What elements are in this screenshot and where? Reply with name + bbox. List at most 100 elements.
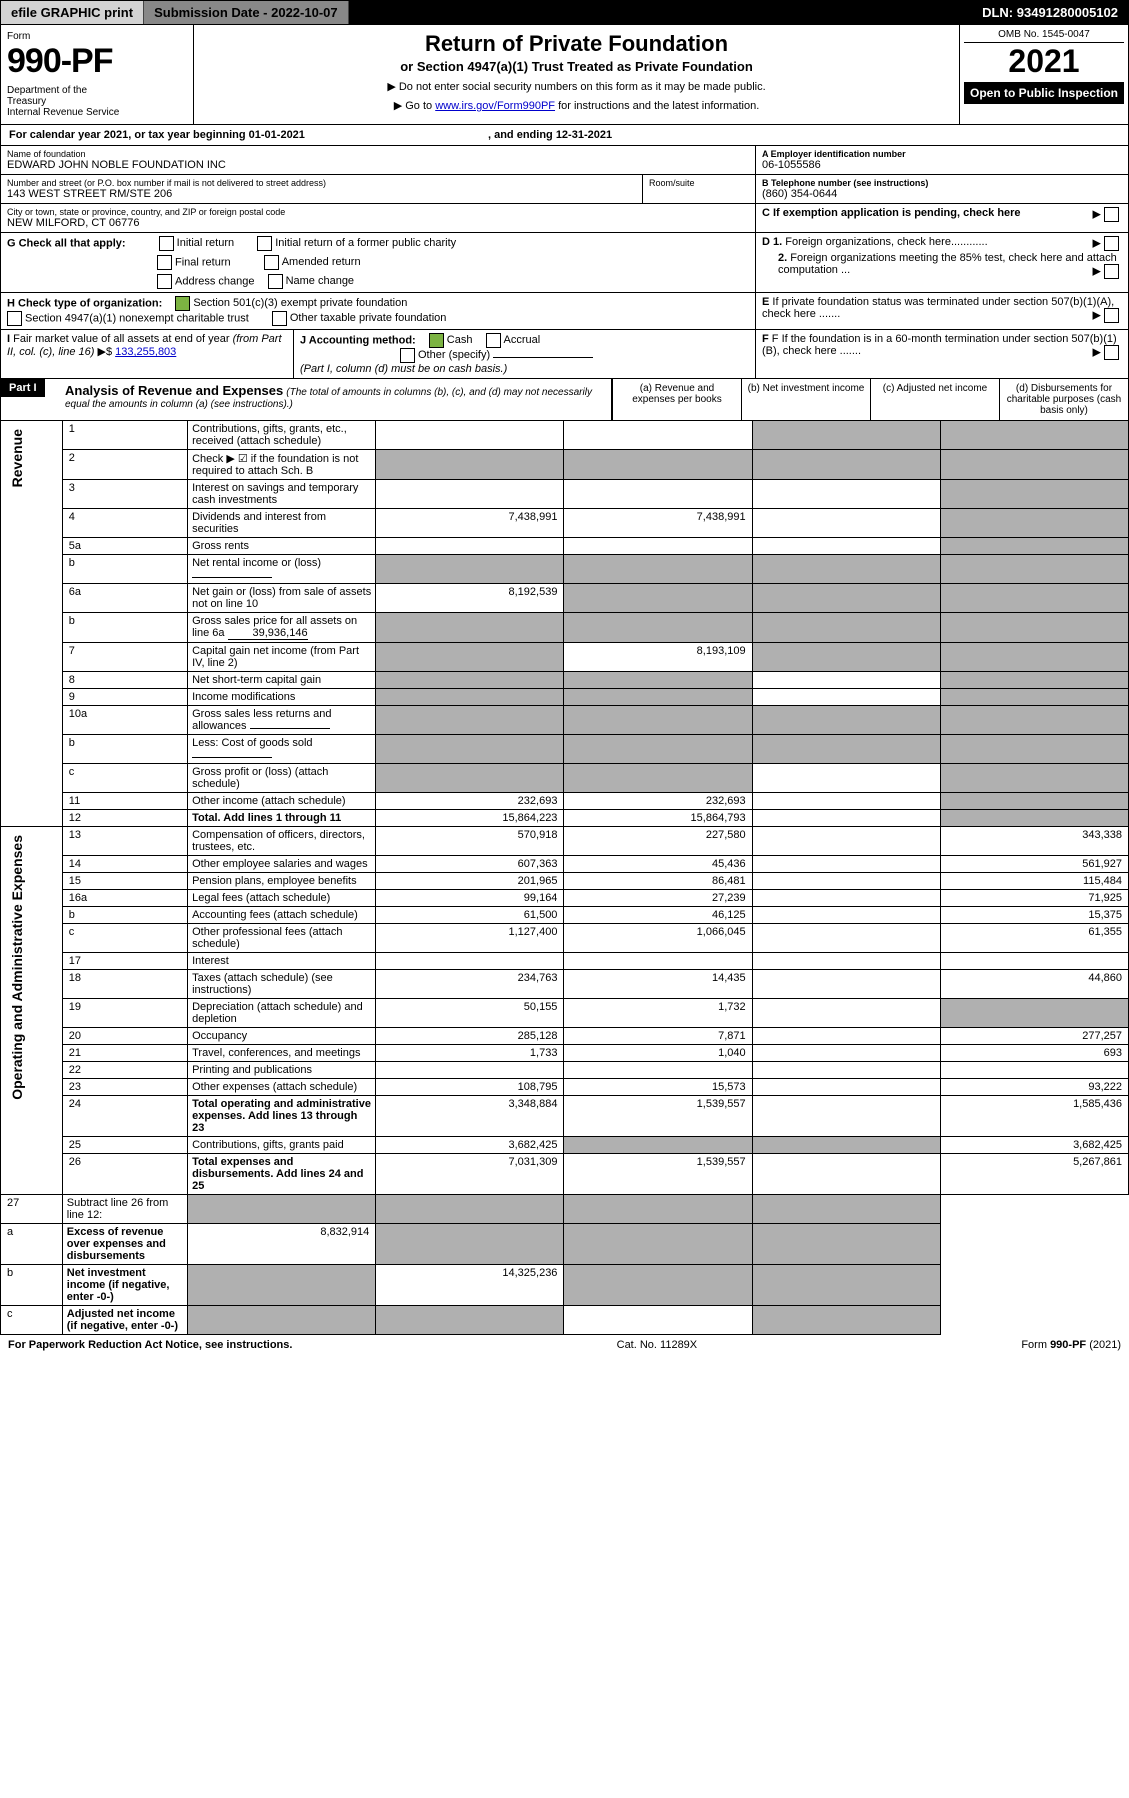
table-row: Operating and Administrative Expenses13C…	[1, 827, 1129, 856]
instruction-1: ▶ Do not enter social security numbers o…	[204, 80, 949, 93]
form-id-block: Form 990-PF Department of theTreasuryInt…	[1, 25, 194, 124]
col-b-header: (b) Net investment income	[741, 379, 870, 420]
form-header: Form 990-PF Department of theTreasuryInt…	[0, 25, 1129, 125]
table-row: 25Contributions, gifts, grants paid3,682…	[1, 1137, 1129, 1154]
table-row: cGross profit or (loss) (attach schedule…	[1, 764, 1129, 793]
checkbox-cash[interactable]	[429, 333, 444, 348]
department: Department of theTreasuryInternal Revenu…	[7, 85, 187, 118]
table-row: Revenue1Contributions, gifts, grants, et…	[1, 421, 1129, 450]
street: 143 WEST STREET RM/STE 206	[7, 188, 636, 200]
checkbox-initial[interactable]	[159, 236, 174, 251]
checkbox-name[interactable]	[268, 274, 283, 289]
name-ein-row: Name of foundation EDWARD JOHN NOBLE FOU…	[0, 146, 1129, 175]
col-d-header: (d) Disbursements for charitable purpose…	[999, 379, 1128, 420]
efile-label: efile GRAPHIC print	[1, 1, 144, 24]
checkbox-4947[interactable]	[7, 311, 22, 326]
c-cell: C If exemption application is pending, c…	[756, 204, 1128, 232]
form-title-block: Return of Private Foundation or Section …	[194, 25, 960, 124]
form-number: 990-PF	[7, 42, 187, 81]
fmv-value[interactable]: 133,255,803	[115, 346, 176, 358]
table-row: 4Dividends and interest from securities7…	[1, 509, 1129, 538]
checkbox-other-taxable[interactable]	[272, 311, 287, 326]
col-a-header: (a) Revenue and expenses per books	[612, 379, 741, 420]
form-title: Return of Private Foundation	[204, 31, 949, 57]
checkbox-accrual[interactable]	[486, 333, 501, 348]
table-row: bNet rental income or (loss)	[1, 555, 1129, 584]
part-1-desc: Analysis of Revenue and Expenses (The to…	[57, 379, 612, 420]
city: NEW MILFORD, CT 06776	[7, 217, 749, 229]
footer-right: Form 990-PF (2021)	[1021, 1339, 1121, 1351]
checkbox-d1[interactable]	[1104, 236, 1119, 251]
g-cell: G Check all that apply: Initial return I…	[1, 233, 756, 292]
table-row: 17Interest	[1, 953, 1129, 970]
f-cell: F F If the foundation is in a 60-month t…	[756, 330, 1128, 378]
table-row: 23Other expenses (attach schedule)108,79…	[1, 1079, 1129, 1096]
table-row: 5aGross rents	[1, 538, 1129, 555]
h-e-row: H Check type of organization: Section 50…	[0, 293, 1129, 330]
page-footer: For Paperwork Reduction Act Notice, see …	[0, 1335, 1129, 1355]
checkbox-501c3[interactable]	[175, 296, 190, 311]
table-row: 7Capital gain net income (from Part IV, …	[1, 643, 1129, 672]
checkbox-f[interactable]	[1104, 345, 1119, 360]
checkbox-e[interactable]	[1104, 308, 1119, 323]
table-row: 14Other employee salaries and wages607,3…	[1, 856, 1129, 873]
table-row: 9Income modifications	[1, 689, 1129, 706]
irs-link[interactable]: www.irs.gov/Form990PF	[435, 100, 555, 112]
checkbox-address[interactable]	[157, 274, 172, 289]
room-cell: Room/suite	[643, 175, 756, 203]
j-cell: J Accounting method: Cash Accrual Other …	[294, 330, 756, 378]
form-subtitle: or Section 4947(a)(1) Trust Treated as P…	[204, 59, 949, 74]
table-row: 21Travel, conferences, and meetings1,733…	[1, 1045, 1129, 1062]
table-row: 6aNet gain or (loss) from sale of assets…	[1, 584, 1129, 613]
form-label: Form	[7, 31, 187, 42]
table-row: bNet investment income (if negative, ent…	[1, 1265, 1129, 1306]
year-block: OMB No. 1545-0047 2021 Open to Public In…	[960, 25, 1128, 124]
instruction-2: ▶ Go to www.irs.gov/Form990PF for instru…	[204, 99, 949, 112]
ein: 06-1055586	[762, 159, 1122, 171]
i-j-f-row: I Fair market value of all assets at end…	[0, 330, 1129, 379]
checkbox-c[interactable]	[1104, 207, 1119, 222]
tax-year: 2021	[964, 43, 1124, 80]
footer-left: For Paperwork Reduction Act Notice, see …	[8, 1339, 292, 1351]
table-row: 3Interest on savings and temporary cash …	[1, 480, 1129, 509]
table-row: 18Taxes (attach schedule) (see instructi…	[1, 970, 1129, 999]
table-row: 24Total operating and administrative exp…	[1, 1096, 1129, 1137]
checkbox-initial-former[interactable]	[257, 236, 272, 251]
footer-mid: Cat. No. 11289X	[617, 1339, 698, 1351]
calendar-year-row: For calendar year 2021, or tax year begi…	[0, 125, 1129, 146]
city-cell: City or town, state or province, country…	[1, 204, 756, 232]
checkbox-d2[interactable]	[1104, 264, 1119, 279]
foundation-name: EDWARD JOHN NOBLE FOUNDATION INC	[7, 159, 749, 171]
revenue-expense-table: Revenue1Contributions, gifts, grants, et…	[0, 421, 1129, 1335]
omb-number: OMB No. 1545-0047	[964, 29, 1124, 43]
table-row: aExcess of revenue over expenses and dis…	[1, 1224, 1129, 1265]
checkbox-other[interactable]	[400, 348, 415, 363]
city-c-row: City or town, state or province, country…	[0, 204, 1129, 233]
open-to-public: Open to Public Inspection	[964, 82, 1124, 104]
table-row: bAccounting fees (attach schedule)61,500…	[1, 907, 1129, 924]
phone-cell: B Telephone number (see instructions) (8…	[756, 175, 1128, 203]
table-row: 2Check ▶ ☑ if the foundation is not requ…	[1, 450, 1129, 480]
table-row: 15Pension plans, employee benefits201,96…	[1, 873, 1129, 890]
part-1-label: Part I	[1, 379, 57, 420]
topbar: efile GRAPHIC print Submission Date - 20…	[0, 0, 1129, 25]
table-row: cAdjusted net income (if negative, enter…	[1, 1306, 1129, 1335]
i-cell: I Fair market value of all assets at end…	[1, 330, 294, 378]
col-c-header: (c) Adjusted net income	[870, 379, 999, 420]
part-1-header: Part I Analysis of Revenue and Expenses …	[0, 379, 1129, 421]
table-row: 16aLegal fees (attach schedule)99,16427,…	[1, 890, 1129, 907]
expenses-label: Operating and Administrative Expenses	[7, 829, 27, 1106]
table-row: cOther professional fees (attach schedul…	[1, 924, 1129, 953]
revenue-label: Revenue	[7, 423, 27, 493]
table-row: 26Total expenses and disbursements. Add …	[1, 1154, 1129, 1195]
checkbox-amended[interactable]	[264, 255, 279, 270]
street-cell: Number and street (or P.O. box number if…	[1, 175, 643, 203]
submission-date: Submission Date - 2022-10-07	[144, 1, 349, 24]
table-row: 22Printing and publications	[1, 1062, 1129, 1079]
checkbox-final[interactable]	[157, 255, 172, 270]
table-row: 12Total. Add lines 1 through 1115,864,22…	[1, 810, 1129, 827]
table-row: 10aGross sales less returns and allowanc…	[1, 706, 1129, 735]
ein-cell: A Employer identification number 06-1055…	[756, 146, 1128, 174]
g-d-row: G Check all that apply: Initial return I…	[0, 233, 1129, 293]
phone: (860) 354-0644	[762, 188, 1122, 200]
